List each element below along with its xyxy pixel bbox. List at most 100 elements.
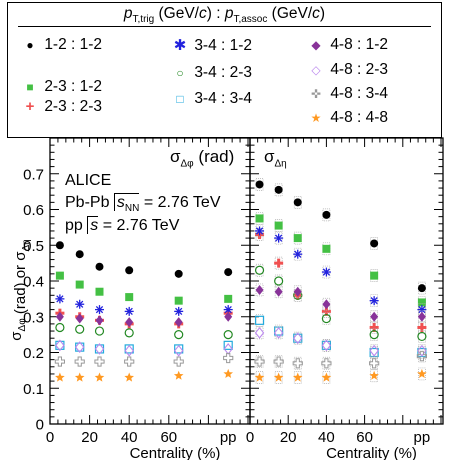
data-point-shape xyxy=(293,234,302,243)
data-point xyxy=(322,299,331,310)
data-point xyxy=(274,286,283,297)
y-tick-label: 0.2 xyxy=(23,345,44,362)
x-tick-label: 0 xyxy=(246,429,254,446)
data-point-shape xyxy=(369,358,380,369)
data-point-shape xyxy=(75,280,84,289)
data-point xyxy=(417,322,427,332)
legend-title-sub2: T,assoc xyxy=(233,14,268,26)
data-point-shape xyxy=(417,331,427,342)
data-point xyxy=(124,372,134,382)
pp-s: s xyxy=(90,217,99,234)
data-point-shape xyxy=(293,372,303,382)
data-point-shape xyxy=(293,286,302,297)
panel-right-label: σΔη xyxy=(264,147,287,169)
data-point xyxy=(417,284,426,293)
data-point-shape xyxy=(56,295,64,303)
data-point-shape xyxy=(223,352,234,364)
data-point xyxy=(417,331,427,342)
data-point xyxy=(417,305,427,315)
y-tick-label: 0.5 xyxy=(23,238,44,255)
data-point xyxy=(124,356,135,367)
data-point xyxy=(255,226,265,236)
data-point xyxy=(223,340,233,350)
data-point xyxy=(74,341,85,354)
data-point xyxy=(224,294,233,303)
data-point xyxy=(293,332,303,345)
data-point-shape xyxy=(255,284,264,295)
data-point xyxy=(292,358,303,369)
x-tick-label: 0 xyxy=(46,429,54,446)
data-point-shape xyxy=(255,227,264,235)
y-tick-label: 0.6 xyxy=(23,202,44,219)
data-point xyxy=(369,358,380,369)
pp-prefix: pp xyxy=(65,217,83,234)
data-point-shape xyxy=(420,322,424,332)
data-point-shape xyxy=(321,372,332,382)
uncertainty-box xyxy=(293,371,302,384)
data-point xyxy=(321,372,332,382)
x-tick-label-pp: pp xyxy=(220,429,237,446)
pbpb-energy: = 2.76 TeV xyxy=(143,194,221,211)
data-point-shape xyxy=(75,342,85,352)
legend-entry: ○ 3-4 : 2-3 xyxy=(176,64,253,81)
sigma-symbol: σ xyxy=(170,147,181,166)
data-point xyxy=(273,326,284,339)
data-point-shape xyxy=(55,372,65,382)
data-point-shape xyxy=(417,298,426,307)
x-tick-label: 60 xyxy=(356,429,373,446)
data-point-shape xyxy=(370,271,379,280)
data-point xyxy=(273,372,284,382)
data-point xyxy=(417,344,427,357)
data-point xyxy=(321,313,331,324)
data-point-shape xyxy=(124,344,134,357)
data-point-shape xyxy=(224,268,233,277)
data-point xyxy=(369,330,379,340)
data-point-shape xyxy=(94,372,105,382)
y-axis-title: σΔφ (rad) or σΔη xyxy=(8,239,32,340)
data-point-shape xyxy=(223,368,233,378)
data-point-shape xyxy=(125,307,133,316)
data-point xyxy=(224,311,233,322)
data-point-shape xyxy=(174,330,184,340)
data-point-shape xyxy=(254,315,265,325)
data-point xyxy=(417,368,427,378)
legend-entry-label: 3-4 : 3-4 xyxy=(194,90,253,107)
data-point xyxy=(369,344,379,357)
data-point-shape xyxy=(55,340,65,350)
legend: pT,trig (GeV/c) : pT,assoc (GeV/c) ● 1-2… xyxy=(7,2,442,138)
pbpb-energy-label: Pb-Pb sNN = 2.76 TeV xyxy=(65,193,221,214)
data-point xyxy=(174,269,183,278)
data-point xyxy=(417,298,426,307)
data-point xyxy=(95,315,104,326)
data-point xyxy=(321,339,332,352)
uncertainty-box xyxy=(322,371,331,384)
data-point xyxy=(55,340,65,350)
data-point-shape xyxy=(74,356,85,367)
legend-entry: ◆ 4-8 : 1-2 xyxy=(311,36,389,53)
data-point-shape xyxy=(125,293,134,302)
data-point xyxy=(274,185,283,194)
data-point xyxy=(223,352,234,364)
data-point-shape xyxy=(94,344,105,354)
data-point-shape xyxy=(223,330,233,340)
data-point-shape xyxy=(372,322,376,332)
legend-title-gev1: (GeV/ xyxy=(154,5,200,22)
data-point xyxy=(74,356,85,367)
y-axis-title-part: Δη xyxy=(21,239,32,251)
y-tick-label: 0.3 xyxy=(23,309,44,326)
data-point-shape xyxy=(274,276,284,286)
legend-entry-label: 2-3 : 1-2 xyxy=(44,78,103,95)
data-point xyxy=(293,249,303,259)
data-point xyxy=(255,284,264,295)
y-tick-label: 0.1 xyxy=(23,381,44,398)
uncertainty-box xyxy=(322,356,331,370)
legend-entry-label: 4-8 : 4-8 xyxy=(330,109,389,126)
data-point xyxy=(125,317,134,328)
legend-entry-label: 4-8 : 3-4 xyxy=(330,85,389,102)
y-axis-title-part: σ xyxy=(8,331,25,341)
data-point-shape xyxy=(292,358,303,369)
data-point xyxy=(75,280,84,289)
legend-entry-label: 4-8 : 2-3 xyxy=(330,61,389,78)
x-tick-label: 40 xyxy=(121,429,138,446)
data-point xyxy=(74,372,85,382)
